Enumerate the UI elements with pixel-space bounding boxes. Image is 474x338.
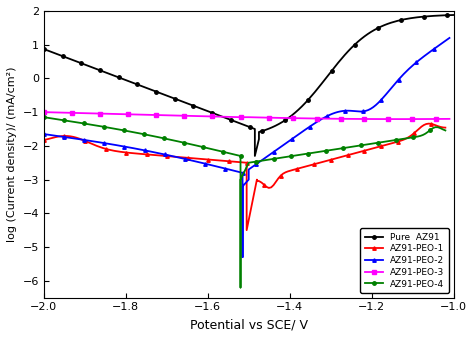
Pure  AZ91 <box>140 84 146 89</box>
AZ91-PEO-4 <box>306 151 311 155</box>
AZ91-PEO-3 <box>447 117 452 121</box>
AZ91-PEO-1 <box>244 228 249 232</box>
AZ91-PEO-3 <box>169 114 175 118</box>
Y-axis label: log (Current density)/ (mA/cm²): log (Current density)/ (mA/cm²) <box>7 67 17 242</box>
AZ91-PEO-4 <box>237 286 243 290</box>
Pure  AZ91 <box>55 52 60 56</box>
Line: AZ91-PEO-4: AZ91-PEO-4 <box>42 116 447 289</box>
AZ91-PEO-2 <box>41 132 47 136</box>
Pure  AZ91 <box>169 96 175 100</box>
AZ91-PEO-1 <box>443 126 448 130</box>
Line: AZ91-PEO-2: AZ91-PEO-2 <box>42 36 451 259</box>
Line: Pure  AZ91: Pure AZ91 <box>42 13 456 158</box>
AZ91-PEO-1 <box>378 144 384 148</box>
AZ91-PEO-3 <box>440 117 446 121</box>
AZ91-PEO-3 <box>41 110 47 114</box>
Pure  AZ91 <box>41 47 47 51</box>
AZ91-PEO-4 <box>192 143 198 147</box>
AZ91-PEO-2 <box>197 160 202 164</box>
AZ91-PEO-3 <box>246 115 252 119</box>
AZ91-PEO-2 <box>393 80 399 84</box>
AZ91-PEO-4 <box>348 145 354 149</box>
AZ91-PEO-1 <box>426 122 431 126</box>
Legend: Pure  AZ91, AZ91-PEO-1, AZ91-PEO-2, AZ91-PEO-3, AZ91-PEO-4: Pure AZ91, AZ91-PEO-1, AZ91-PEO-2, AZ91-… <box>361 228 449 293</box>
Pure  AZ91 <box>451 13 456 17</box>
AZ91-PEO-1 <box>352 151 357 155</box>
AZ91-PEO-4 <box>195 144 201 148</box>
AZ91-PEO-2 <box>447 36 452 40</box>
AZ91-PEO-2 <box>378 98 383 102</box>
AZ91-PEO-4 <box>375 141 381 145</box>
Pure  AZ91 <box>196 106 201 110</box>
AZ91-PEO-4 <box>443 128 448 132</box>
AZ91-PEO-3 <box>426 117 432 121</box>
Line: AZ91-PEO-3: AZ91-PEO-3 <box>42 111 451 121</box>
AZ91-PEO-1 <box>311 162 317 166</box>
AZ91-PEO-4 <box>41 115 47 119</box>
AZ91-PEO-3 <box>256 115 262 119</box>
Pure  AZ91 <box>252 154 258 158</box>
Pure  AZ91 <box>210 111 215 115</box>
AZ91-PEO-2 <box>194 160 200 164</box>
Line: AZ91-PEO-1: AZ91-PEO-1 <box>42 122 447 232</box>
AZ91-PEO-1 <box>200 157 205 161</box>
X-axis label: Potential vs SCE/ V: Potential vs SCE/ V <box>190 318 308 331</box>
AZ91-PEO-3 <box>338 117 344 121</box>
Pure  AZ91 <box>73 59 79 63</box>
AZ91-PEO-1 <box>197 157 202 161</box>
AZ91-PEO-2 <box>240 255 246 259</box>
AZ91-PEO-1 <box>41 138 47 142</box>
AZ91-PEO-1 <box>392 140 398 144</box>
AZ91-PEO-3 <box>396 117 401 121</box>
AZ91-PEO-2 <box>307 125 312 129</box>
AZ91-PEO-4 <box>390 138 396 142</box>
AZ91-PEO-2 <box>350 109 356 113</box>
